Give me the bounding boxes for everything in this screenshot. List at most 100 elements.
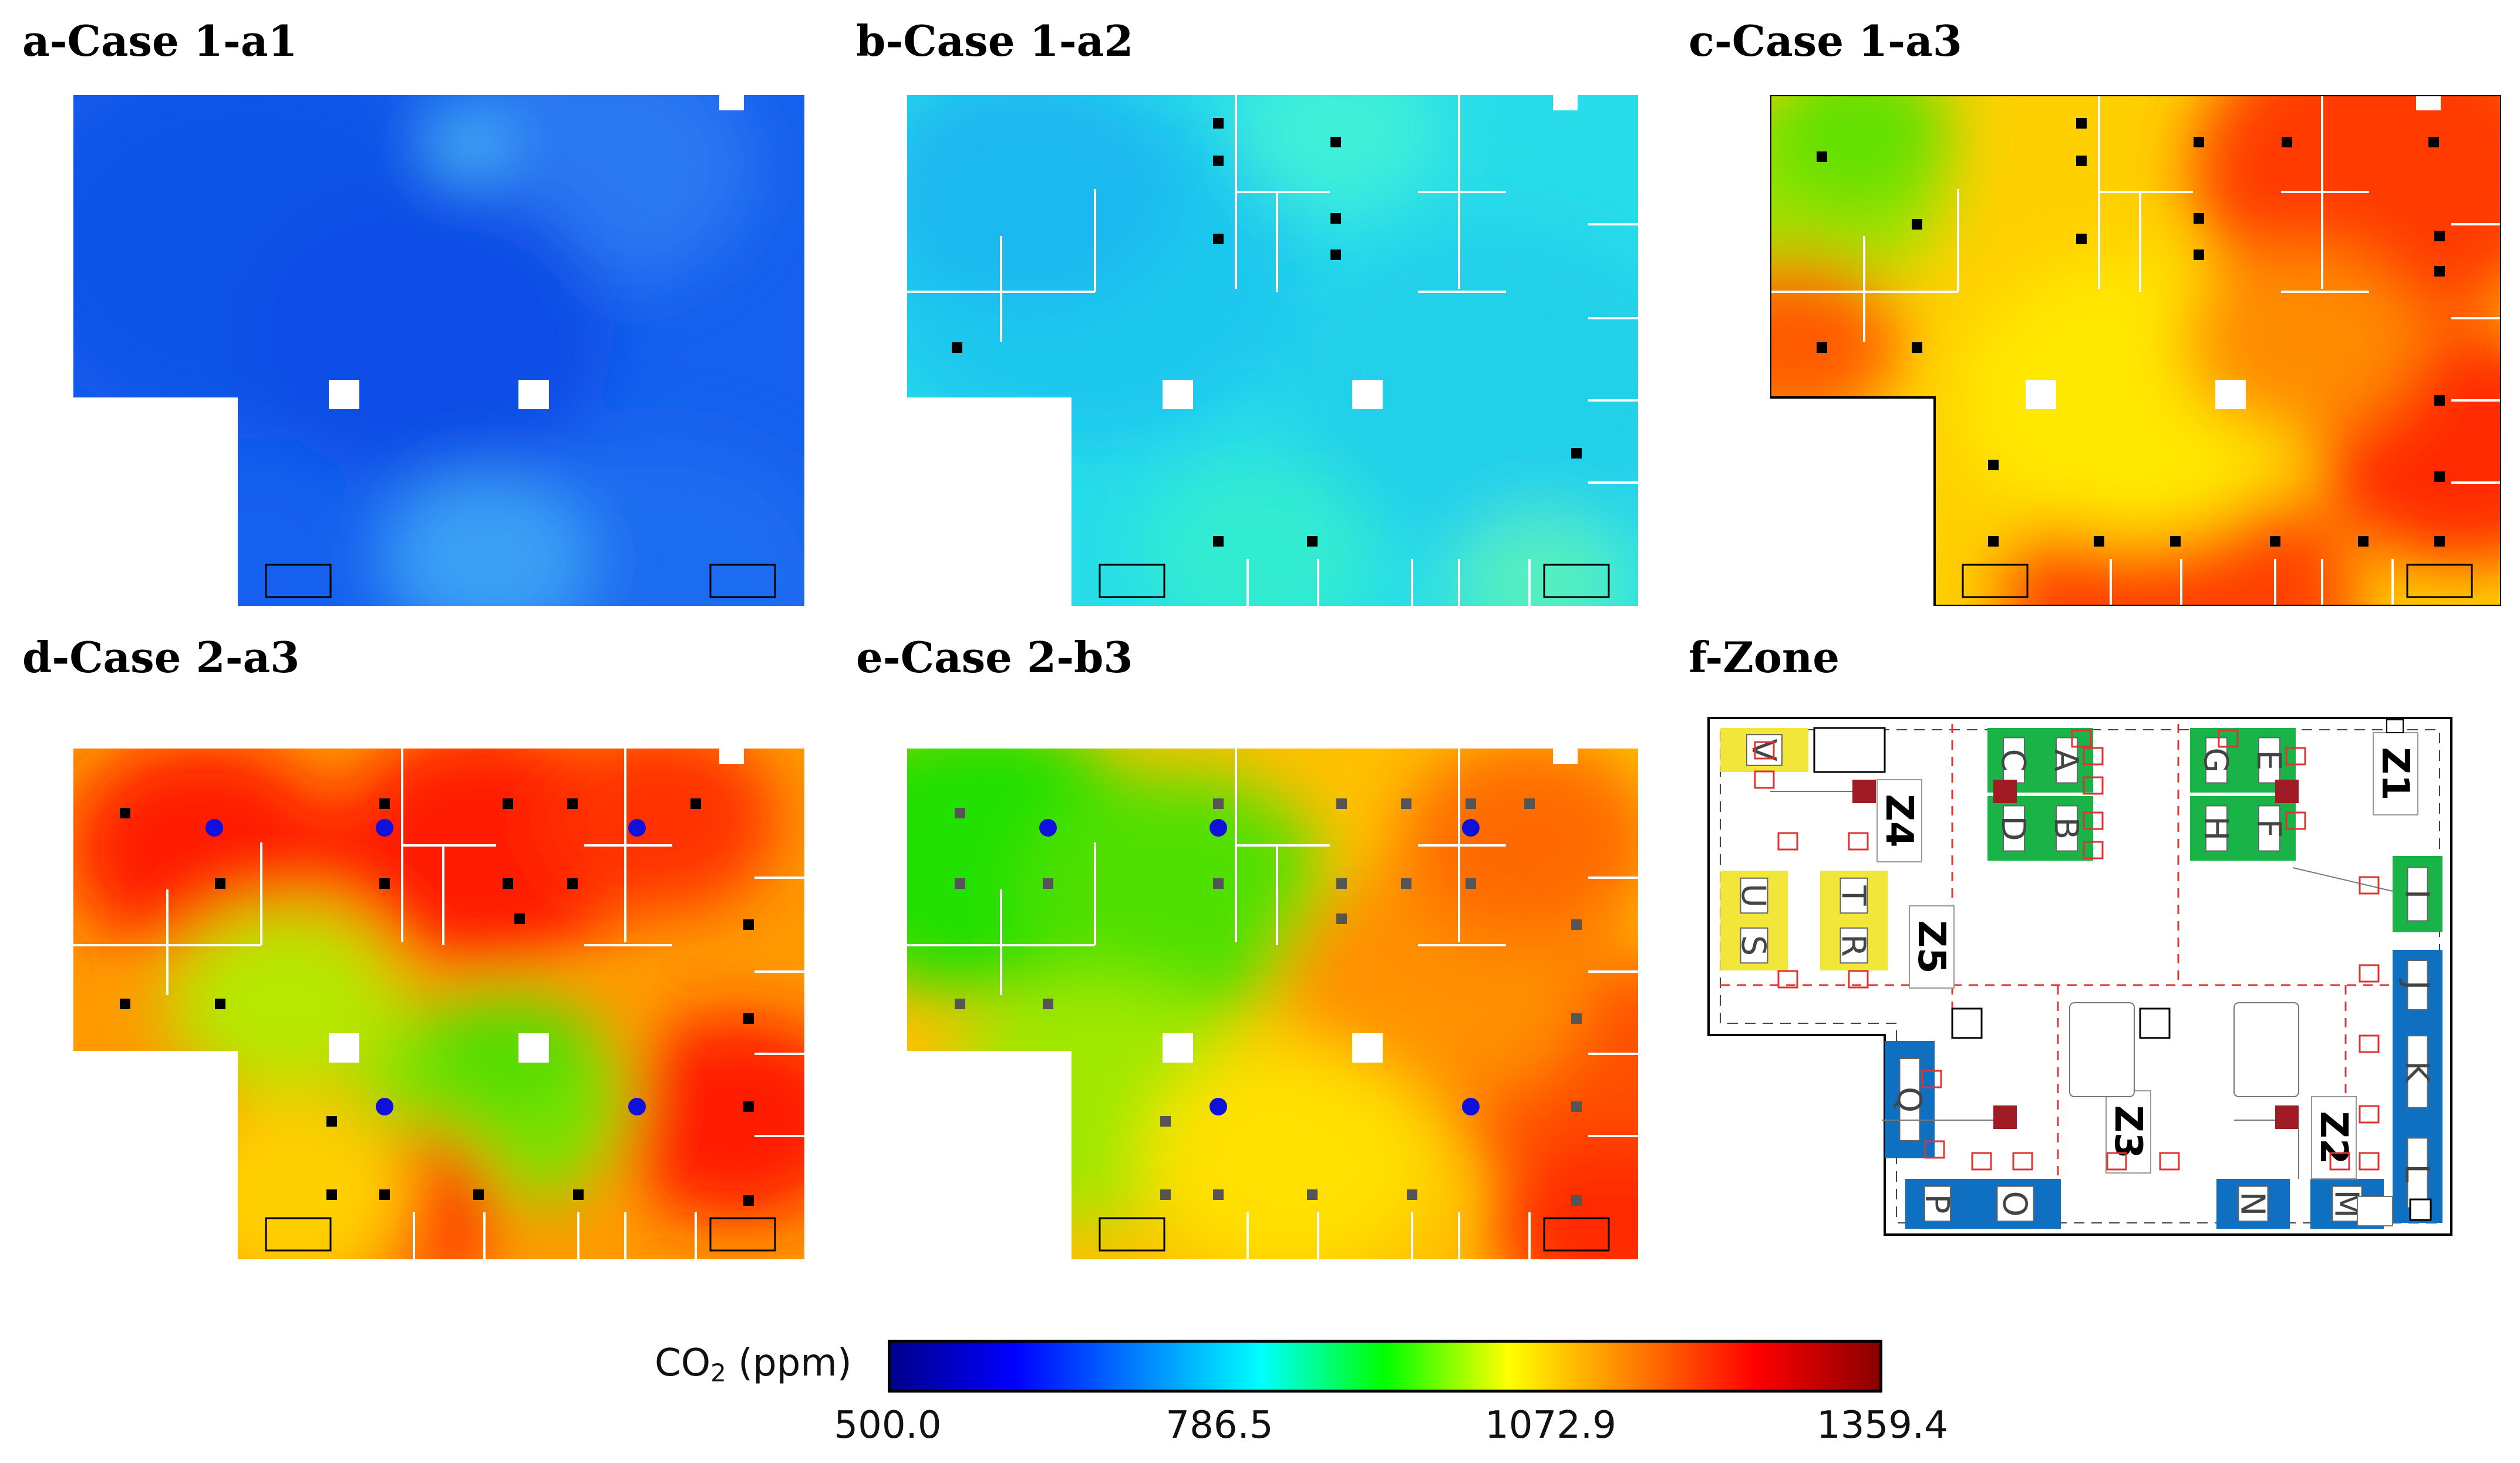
zone-column-2: [2139, 1007, 2171, 1039]
diffuser-4: [628, 1098, 646, 1115]
desk-p-label: P: [1918, 1194, 1956, 1214]
cabinet-right: [1543, 564, 1610, 598]
notch: [719, 749, 744, 764]
chair-15: [2359, 1105, 2380, 1124]
panel-title-a: a-Case 1-a1: [22, 16, 298, 66]
occupant-marker-6: [955, 878, 965, 889]
occupant-marker-15: [1043, 999, 1053, 1009]
panel-title-b: b-Case 1-a2: [856, 16, 1134, 66]
chair-21: [2106, 1152, 2127, 1171]
occupant-marker-0: [955, 808, 965, 818]
occupant-marker-14: [955, 999, 965, 1009]
occupant-marker-8: [1213, 536, 1224, 547]
occupant-marker-15: [2434, 471, 2445, 482]
co2-plume-5: [1770, 257, 1899, 426]
desk-l-label-box: [2407, 1137, 2428, 1209]
column-1: [1163, 1033, 1193, 1063]
colorbar-tick-2: 1072.9: [1485, 1404, 1616, 1447]
desk-h-label-box: [2205, 805, 2228, 852]
zone-label-z1: Z1: [2373, 747, 2417, 801]
desk-u-label-box: [1740, 877, 1768, 914]
chair-22: [2159, 1152, 2180, 1171]
occupant-marker-21: [1213, 1189, 1224, 1200]
chair-18: [1924, 1140, 1945, 1159]
desk-r-label: R: [1834, 934, 1872, 957]
occupant-marker-8: [1213, 878, 1224, 889]
occupant-marker-8: [2282, 137, 2292, 147]
occupant-marker-9: [1336, 878, 1347, 889]
occupant-marker-0: [1213, 118, 1224, 129]
diffuser-4: [1462, 1098, 1480, 1115]
desk-n-label: N: [2233, 1192, 2272, 1216]
desk-r-label-box: [1840, 927, 1868, 964]
occupant-marker-17: [1988, 460, 1999, 470]
diffuser-1: [376, 819, 393, 837]
occupant-marker-23: [1407, 1189, 1417, 1200]
co2-plume-5: [432, 114, 502, 170]
co2-plume-1: [1236, 95, 1436, 210]
occupant-marker-13: [1912, 342, 1922, 353]
occupant-marker-3: [690, 798, 701, 809]
desk-d-label-box: [2003, 805, 2025, 852]
desk-c-label-box: [2003, 737, 2025, 784]
cabinet-right: [1543, 1217, 1610, 1252]
zone-label-z3: Z3: [2106, 1105, 2150, 1159]
co2-map-case-1-a3: [1770, 95, 2501, 606]
occupant-marker-20: [2170, 536, 2181, 547]
diffuser-3: [376, 1098, 393, 1115]
co2-map-case-1-a1: [73, 95, 804, 606]
occupant-marker-6: [1912, 219, 1922, 230]
occupant-marker-5: [952, 342, 962, 353]
occupant-marker-12: [1817, 342, 1827, 353]
occupant-marker-5: [1817, 151, 1827, 162]
occupant-marker-12: [215, 999, 225, 1009]
co2-plume-4: [1494, 1136, 1638, 1259]
desk-v-label-box: [1746, 734, 1783, 766]
occupant-marker-4: [1465, 798, 1476, 809]
desk-h-label: H: [2196, 816, 2235, 841]
co2-plume-2: [608, 1015, 804, 1222]
desk-t-label-box: [1840, 877, 1868, 914]
occupant-marker-2: [1336, 798, 1347, 809]
chair-9: [1848, 832, 1869, 851]
chair-24: [2218, 729, 2239, 748]
co2-plume-8: [543, 749, 778, 913]
co2-plume-4: [238, 180, 614, 480]
desk-n-label-box: [2238, 1185, 2269, 1222]
occupant-marker-2: [2194, 137, 2204, 147]
occupant-marker-16: [743, 1195, 754, 1206]
desk-i-label: I: [2398, 889, 2436, 899]
co2-plume-7: [179, 1101, 414, 1259]
desk-g-label-box: [2205, 737, 2228, 784]
chair-12: [2359, 876, 2380, 895]
occupant-marker-22: [1307, 1189, 1318, 1200]
desk-k-label: K: [2398, 1061, 2436, 1083]
occupant-marker-2: [1330, 137, 1341, 147]
colorbar: [888, 1340, 1882, 1393]
desk-j-label: J: [2398, 979, 2436, 990]
occupant-marker-3: [1330, 213, 1341, 224]
occupant-marker-6: [1213, 234, 1224, 244]
occupant-marker-18: [1160, 1116, 1171, 1127]
co2-plume-6: [426, 988, 590, 1120]
zone-label-box-z4: [1876, 779, 1922, 862]
desk-t-label: T: [1834, 885, 1872, 906]
desk-s-label-box: [1740, 927, 1768, 964]
occupant-marker-0: [379, 798, 390, 809]
occupant-marker-4: [2194, 250, 2204, 260]
column-2: [2215, 380, 2246, 409]
occupant-marker-13: [743, 1013, 754, 1024]
diffuser-2: [628, 819, 646, 837]
occupant-marker-10: [514, 913, 525, 924]
occupant-marker-4: [120, 808, 130, 818]
desk-i-label-box: [2407, 867, 2428, 922]
chair-23: [2329, 1152, 2350, 1171]
chair-11: [1848, 970, 1869, 989]
co2-map-case-2-b3: [907, 749, 1638, 1259]
desk-e-label: E: [2249, 750, 2287, 770]
zone-column-1: [1951, 1007, 1983, 1039]
column-1: [2026, 380, 2056, 409]
cabinet-left: [1099, 1217, 1165, 1252]
desk-b-label: B: [2047, 817, 2085, 840]
occupant-marker-7: [2076, 234, 2087, 244]
